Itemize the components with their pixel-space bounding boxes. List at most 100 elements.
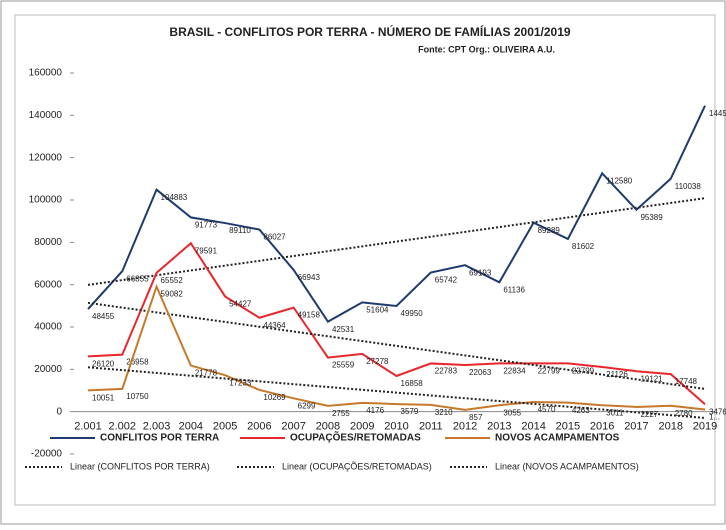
y-tick-label: 120000 (29, 152, 63, 163)
data-label: 2780 (675, 409, 693, 418)
x-tick-label: 2013 (487, 421, 511, 433)
data-label: 10051 (92, 394, 115, 403)
x-tick-label: 2.003 (143, 421, 171, 433)
data-label: 27278 (366, 357, 389, 366)
data-label: 3055 (503, 408, 521, 417)
x-tick-label: 2006 (247, 421, 271, 433)
y-tick-label: 40000 (34, 322, 62, 333)
data-label: 4176 (366, 406, 384, 415)
data-label: 112580 (606, 176, 633, 185)
y-tick-label: 140000 (29, 110, 63, 121)
data-label: 65552 (161, 276, 184, 285)
data-label: 22834 (503, 366, 526, 375)
data-label: 49158 (298, 311, 321, 320)
x-tick-label: 2009 (350, 421, 374, 433)
y-tick-label: 100000 (29, 195, 63, 206)
x-tick-label: 2.001 (74, 421, 102, 433)
data-label: 26958 (126, 358, 149, 367)
data-label: 3210 (435, 408, 453, 417)
x-tick-label: 2014 (521, 421, 545, 433)
legend-trend-label: Linear (CONFLITOS POR TERRA) (70, 461, 210, 471)
data-label: 54427 (229, 300, 252, 309)
data-label: 17748 (675, 377, 698, 386)
legend-label: OCUPAÇÕES/RETOMADAS (290, 431, 421, 444)
data-label: 4263 (572, 406, 590, 415)
data-label: 22799 (572, 367, 595, 376)
data-label: 81602 (572, 242, 595, 251)
x-tick-label: 2007 (281, 421, 305, 433)
x-tick-label: 2015 (556, 421, 580, 433)
data-label: 6299 (298, 401, 316, 410)
data-label: 857 (469, 413, 483, 422)
data-label: 91773 (195, 221, 218, 230)
x-tick-label: 2.002 (109, 421, 137, 433)
data-label: 59082 (161, 290, 184, 299)
data-label: 19121 (640, 374, 663, 383)
legend-label: CONFLITOS POR TERRA (100, 433, 219, 444)
data-label: 69193 (469, 268, 492, 277)
y-tick-label: 20000 (34, 364, 62, 375)
legend-trend-label: Linear (OCUPAÇÕES/RETOMADAS) (282, 461, 432, 471)
x-tick-label: 2011 (419, 421, 443, 433)
y-tick-label: 160000 (29, 68, 63, 79)
data-label: 104883 (161, 193, 188, 202)
legend-trend-label: Linear (NOVOS ACAMPAMENTOS) (495, 461, 639, 471)
x-tick-label: 2008 (316, 421, 340, 433)
data-label: 95389 (640, 213, 663, 222)
data-label: 1... (709, 413, 720, 422)
data-label: 144537 (709, 109, 726, 118)
data-label: 44364 (263, 321, 286, 330)
chart-title: BRASIL - CONFLITOS POR TERRA - NÚMERO DE… (169, 24, 571, 39)
data-label: 22783 (435, 367, 458, 376)
y-tick-label: 0 (56, 406, 62, 417)
data-label: 61136 (503, 285, 525, 294)
data-label: 66943 (298, 273, 321, 282)
x-tick-label: 2010 (384, 421, 408, 433)
series-line (87, 105, 706, 323)
data-label: 17233 (229, 378, 252, 387)
trend-line (87, 366, 706, 419)
legend-label: NOVOS ACAMPAMENTOS (495, 433, 620, 444)
series-line (87, 241, 706, 406)
y-tick-label: 60000 (34, 279, 62, 290)
series-line (87, 283, 706, 411)
data-label: 4570 (538, 405, 556, 414)
data-label: 48455 (92, 312, 115, 321)
data-label: 2755 (332, 409, 350, 418)
x-tick-label: 2019 (693, 421, 717, 433)
data-label: 51604 (366, 306, 389, 315)
data-label: 110038 (675, 182, 702, 191)
data-label: 89289 (538, 226, 561, 235)
x-tick-label: 2005 (213, 421, 237, 433)
data-label: 66355 (126, 274, 149, 283)
data-label: 86027 (263, 233, 286, 242)
data-label: 21778 (195, 369, 218, 378)
data-label: 3011 (606, 408, 624, 417)
data-label: 22063 (469, 368, 492, 377)
plot-frame (14, 14, 716, 506)
data-label: 79591 (195, 246, 218, 255)
x-tick-label: 2017 (624, 421, 648, 433)
chart-subtitle: Fonte: CPT Org.: OLIVEIRA A.U. (418, 44, 555, 54)
data-label: 3579 (401, 407, 419, 416)
data-label: 42531 (332, 325, 355, 334)
data-label: 25559 (332, 361, 355, 370)
data-label: 49950 (401, 309, 424, 318)
x-tick-label: 2016 (590, 421, 614, 433)
data-label: 22799 (538, 367, 561, 376)
x-tick-label: 2004 (179, 421, 203, 433)
data-label: 10750 (126, 392, 149, 401)
x-tick-label: 2018 (658, 421, 682, 433)
x-tick-label: 2012 (453, 421, 477, 433)
data-label: 2227 (640, 410, 658, 419)
data-label: 16858 (401, 379, 424, 388)
data-label: 65742 (435, 276, 458, 285)
y-tick-label: 80000 (34, 237, 62, 248)
y-tick-label: -20000 (31, 449, 63, 460)
data-label: 89110 (229, 226, 251, 235)
data-label: 3476 (709, 407, 726, 416)
data-label: 21126 (606, 370, 628, 379)
data-label: 10269 (263, 393, 286, 402)
